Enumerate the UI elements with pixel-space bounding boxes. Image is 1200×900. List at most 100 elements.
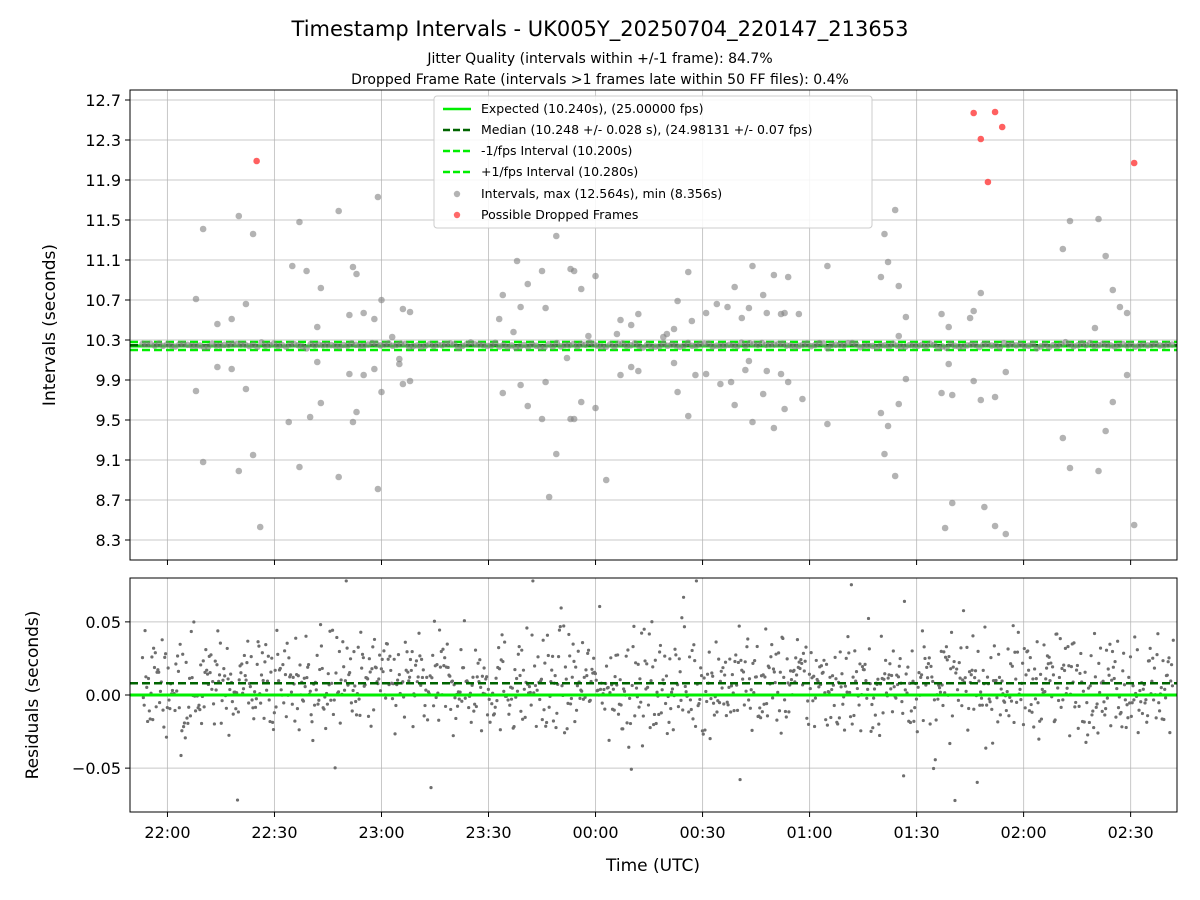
residual-point <box>919 675 923 680</box>
residual-point <box>423 703 427 708</box>
residual-point <box>851 675 855 679</box>
residual-point <box>319 644 324 648</box>
legend-label-dropped: Possible Dropped Frames <box>481 207 638 222</box>
residual-point <box>431 704 436 708</box>
residual-point <box>285 641 289 645</box>
residual-point <box>267 698 271 702</box>
residual-point <box>374 666 378 670</box>
residual-point <box>219 721 223 725</box>
residual-point <box>723 660 728 664</box>
residual-point <box>554 725 558 730</box>
residual-point <box>262 716 266 720</box>
residual-point <box>251 706 255 710</box>
residual-point <box>214 688 218 692</box>
residual-point <box>1009 662 1013 666</box>
residual-point <box>921 718 925 723</box>
residual-point <box>156 668 160 672</box>
residual-point <box>259 701 263 705</box>
residual-point <box>1098 690 1102 695</box>
residual-point <box>154 705 158 709</box>
residual-point <box>263 660 267 664</box>
residual-point <box>265 688 269 692</box>
residual-point <box>301 699 306 703</box>
residual-point <box>872 687 877 691</box>
interval-point <box>895 282 903 290</box>
residual-point <box>902 599 907 604</box>
residual-point <box>1157 709 1162 713</box>
interval-point <box>749 262 756 270</box>
interval-point <box>745 357 753 365</box>
residual-point <box>881 711 885 715</box>
residual-point <box>571 642 575 646</box>
residual-point <box>953 798 957 803</box>
residual-point <box>545 633 550 637</box>
residual-point <box>150 655 154 659</box>
interval-point <box>1109 398 1117 406</box>
residual-point <box>1092 725 1096 730</box>
residual-point <box>328 629 332 633</box>
residual-point <box>396 653 401 657</box>
residual-point <box>1116 639 1120 643</box>
residual-point <box>588 698 592 702</box>
residual-point <box>892 685 896 689</box>
residual-point <box>984 746 988 750</box>
residual-point <box>633 714 637 718</box>
residual-point <box>876 677 880 681</box>
interval-point <box>738 314 746 322</box>
residual-point <box>1056 686 1060 690</box>
residual-point <box>805 716 809 720</box>
residual-point <box>1062 668 1067 673</box>
residual-point <box>556 655 561 659</box>
residual-point <box>600 701 604 705</box>
residual-point <box>303 685 307 689</box>
residual-point <box>344 579 348 583</box>
residual-point <box>863 662 867 666</box>
top-y-tick-label: 12.3 <box>85 131 121 150</box>
residual-point <box>886 676 890 680</box>
residual-point <box>488 720 492 724</box>
residual-point <box>990 707 994 711</box>
residual-point <box>727 685 731 690</box>
top-y-axis-label: Intervals (seconds) <box>40 244 60 406</box>
residual-point <box>795 638 800 642</box>
residual-point <box>691 717 695 721</box>
residual-point <box>538 697 542 702</box>
residual-point <box>152 646 156 650</box>
residual-point <box>473 648 478 652</box>
residual-point <box>651 665 655 669</box>
residual-point <box>1030 710 1034 714</box>
residual-point <box>788 669 793 673</box>
residual-point <box>368 670 372 674</box>
residual-point <box>282 701 286 705</box>
x-tick-label: 02:00 <box>1001 823 1047 842</box>
residual-point <box>777 651 781 655</box>
residual-point <box>407 679 411 683</box>
residual-point <box>1123 698 1127 702</box>
residual-point <box>557 628 562 632</box>
residual-point <box>902 774 906 778</box>
interval-point <box>214 320 221 328</box>
interval-point <box>378 388 385 396</box>
residual-point <box>1097 661 1101 665</box>
interval-point <box>938 310 945 318</box>
residual-point <box>592 656 596 660</box>
residual-point <box>1032 667 1037 671</box>
residual-point <box>593 672 597 676</box>
residual-point <box>832 703 836 708</box>
interval-point <box>713 300 721 308</box>
residual-point <box>463 696 467 700</box>
residual-point <box>640 631 644 635</box>
residual-point <box>445 642 449 646</box>
residual-point <box>162 725 166 729</box>
residual-point <box>616 712 621 716</box>
residual-point <box>890 673 894 678</box>
residual-point <box>377 677 381 681</box>
interval-point <box>317 399 325 407</box>
residual-point <box>527 685 532 689</box>
residual-point <box>269 670 273 674</box>
residual-point <box>829 715 833 720</box>
residual-point <box>643 659 647 663</box>
residual-point <box>308 689 312 693</box>
residual-point <box>389 668 393 673</box>
residual-point <box>293 719 297 723</box>
